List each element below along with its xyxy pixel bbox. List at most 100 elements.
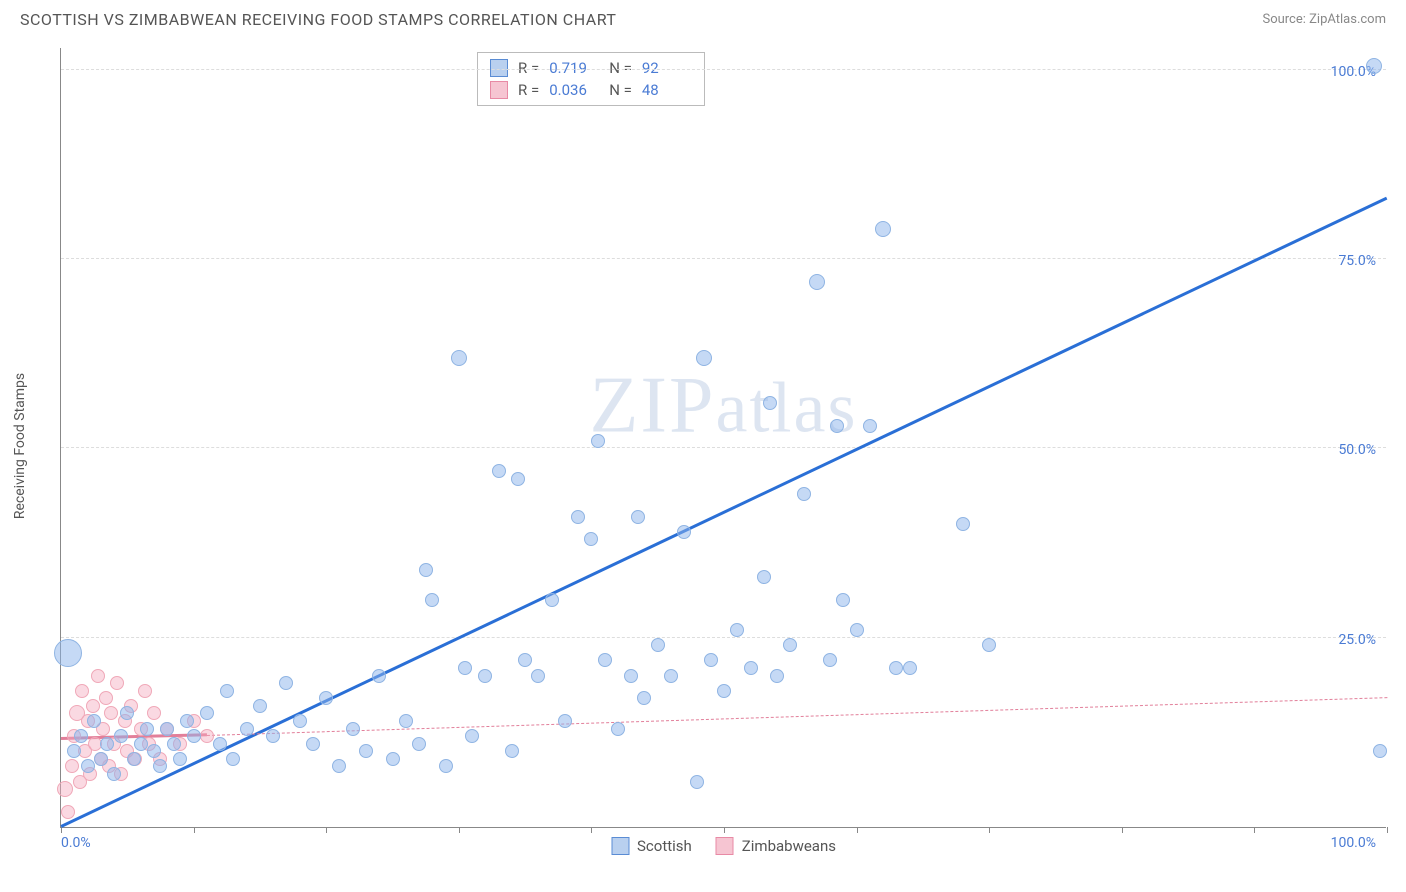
scottish-point: [584, 532, 598, 546]
scottish-point: [386, 752, 400, 766]
scottish-point: [511, 472, 525, 486]
x-tick: [194, 827, 195, 833]
x-tick: [989, 827, 990, 833]
scottish-point: [797, 487, 811, 501]
scottish-point: [1373, 744, 1387, 758]
scottish-point: [757, 570, 771, 584]
scottish-point: [505, 744, 519, 758]
scottish-point: [730, 623, 744, 637]
regression-line: [207, 697, 1387, 736]
gridline: [61, 69, 1386, 70]
scottish-point: [153, 759, 167, 773]
chart-title: SCOTTISH VS ZIMBABWEAN RECEIVING FOOD ST…: [20, 10, 616, 29]
scottish-point: [319, 691, 333, 705]
scottish-point: [637, 691, 651, 705]
watermark: ZIPatlas: [590, 361, 858, 452]
scottish-point: [598, 653, 612, 667]
scottish-point: [120, 706, 134, 720]
zimbabwean-point: [104, 706, 118, 720]
scottish-point: [809, 274, 825, 290]
x-tick: [724, 827, 725, 833]
y-tick-label: 25.0%: [1338, 632, 1376, 648]
scottish-point: [54, 639, 82, 667]
x-tick: [591, 827, 592, 833]
legend-swatch-zimbabwean: [716, 837, 734, 855]
scottish-point: [863, 419, 877, 433]
legend-item-scottish: Scottish: [611, 837, 692, 855]
scottish-point: [240, 722, 254, 736]
scottish-point: [213, 737, 227, 751]
swatch-zimbabwean: [490, 81, 508, 99]
scottish-point: [889, 661, 903, 675]
scottish-point: [478, 669, 492, 683]
scottish-point: [458, 661, 472, 675]
scottish-point: [160, 722, 174, 736]
scottish-point: [492, 464, 506, 478]
zimbabwean-point: [61, 805, 75, 819]
scottish-point: [744, 661, 758, 675]
gridline: [61, 447, 1386, 448]
scottish-point: [571, 510, 585, 524]
scottish-point: [591, 434, 605, 448]
scottish-point: [74, 729, 88, 743]
scottish-point: [346, 722, 360, 736]
legend-swatch-scottish: [611, 837, 629, 855]
scottish-point: [696, 350, 712, 366]
scottish-point: [200, 706, 214, 720]
scottish-point: [903, 661, 917, 675]
scottish-point: [359, 744, 373, 758]
scottish-point: [783, 638, 797, 652]
x-axis-max-label: 100.0%: [1331, 835, 1376, 851]
scottish-point: [531, 669, 545, 683]
y-tick-label: 75.0%: [1338, 253, 1376, 269]
zimbabwean-point: [200, 729, 214, 743]
gridline: [61, 258, 1386, 259]
scottish-point: [1366, 58, 1382, 74]
zimbabwean-point: [75, 684, 89, 698]
zimbabwean-point: [138, 684, 152, 698]
scottish-point: [770, 669, 784, 683]
scottish-point: [147, 744, 161, 758]
zimbabwean-point: [91, 669, 105, 683]
scottish-point: [100, 737, 114, 751]
scottish-point: [631, 510, 645, 524]
scottish-point: [690, 775, 704, 789]
scottish-point: [226, 752, 240, 766]
scottish-point: [81, 759, 95, 773]
x-tick: [326, 827, 327, 833]
stats-legend: R = 0.719 N = 92 R = 0.036 N = 48: [477, 52, 705, 106]
scottish-point: [67, 744, 81, 758]
scottish-point: [763, 396, 777, 410]
legend-item-zimbabwean: Zimbabweans: [716, 837, 836, 855]
scottish-point: [558, 714, 572, 728]
chart-header: SCOTTISH VS ZIMBABWEAN RECEIVING FOOD ST…: [0, 0, 1406, 35]
scottish-point: [127, 752, 141, 766]
scottish-point: [94, 752, 108, 766]
zimbabwean-point: [147, 706, 161, 720]
scottish-point: [332, 759, 346, 773]
x-tick: [61, 827, 62, 833]
scottish-point: [372, 669, 386, 683]
scottish-point: [704, 653, 718, 667]
scottish-point: [451, 350, 467, 366]
scottish-point: [167, 737, 181, 751]
scottish-point: [412, 737, 426, 751]
scottish-point: [114, 729, 128, 743]
zimbabwean-point: [110, 676, 124, 690]
scottish-point: [830, 419, 844, 433]
scottish-point: [399, 714, 413, 728]
scottish-point: [140, 722, 154, 736]
zimbabwean-point: [57, 781, 73, 797]
scottish-point: [425, 593, 439, 607]
scottish-point: [173, 752, 187, 766]
scottish-point: [717, 684, 731, 698]
scottish-point: [875, 221, 891, 237]
x-tick: [459, 827, 460, 833]
y-axis-label: Receiving Food Stamps: [12, 373, 28, 519]
scottish-point: [107, 767, 121, 781]
legend-bottom: Scottish Zimbabweans: [611, 837, 836, 855]
scottish-point: [850, 623, 864, 637]
chart-source: Source: ZipAtlas.com: [1262, 12, 1386, 27]
zimbabwean-point: [65, 759, 79, 773]
scottish-point: [220, 684, 234, 698]
